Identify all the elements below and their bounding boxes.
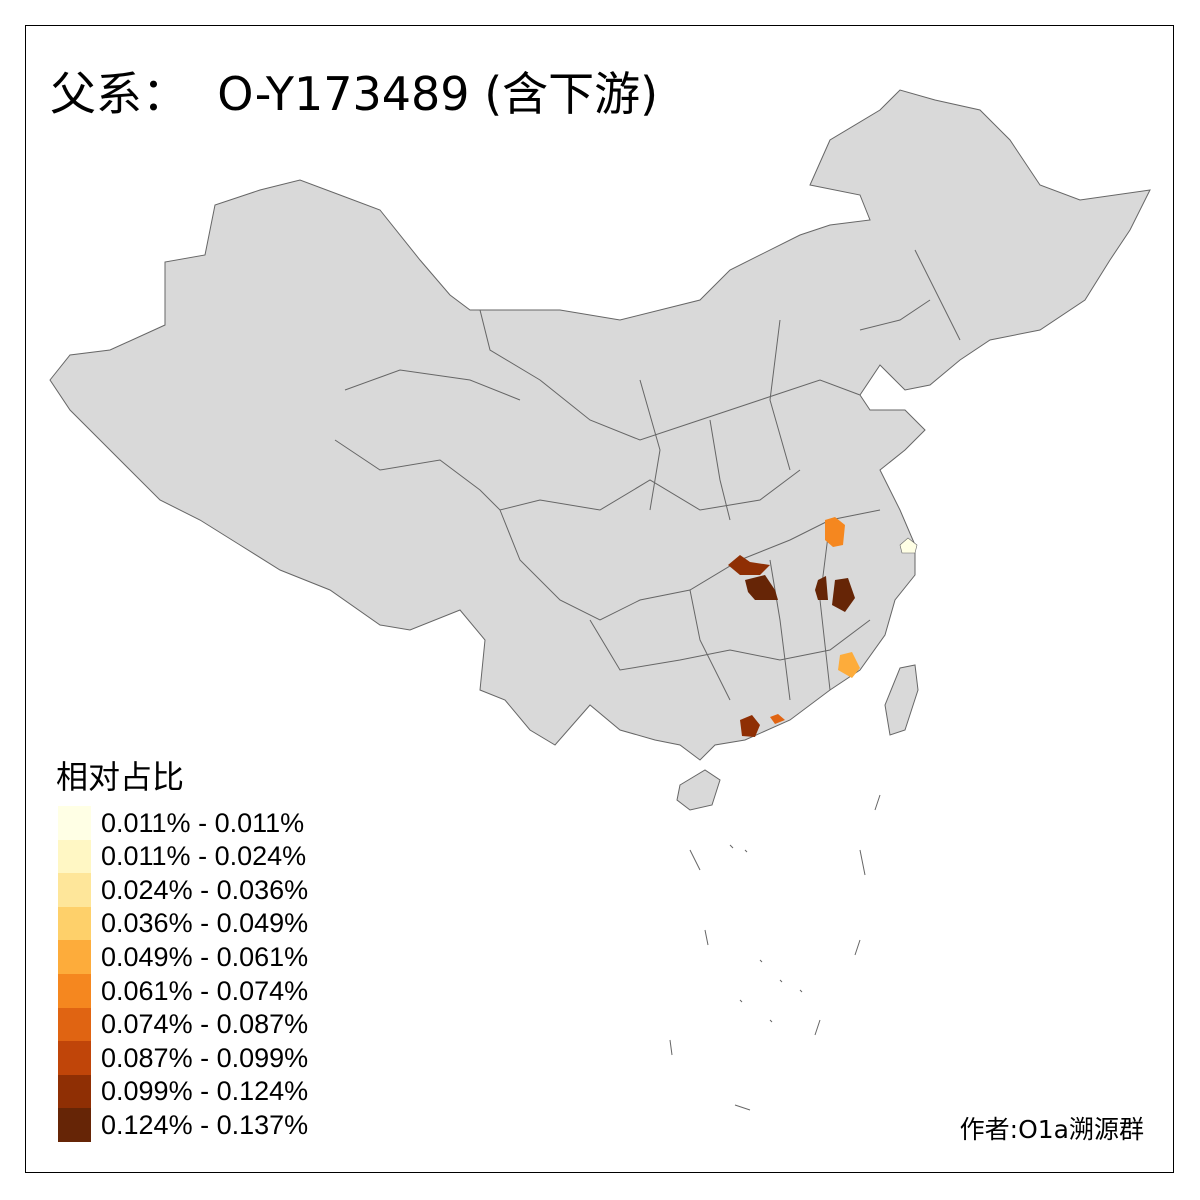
region-jiangxi-north-b [832,578,855,612]
legend-swatch [58,974,91,1008]
legend-item: 0.061% - 0.074% [58,974,308,1008]
highlighted-regions [728,517,918,737]
legend-item: 0.011% - 0.024% [58,839,307,874]
legend-item: 0.049% - 0.061% [58,940,309,975]
legend-item: 0.074% - 0.087% [58,1007,309,1042]
hainan-island [676,769,721,811]
map-title: 父系： O-Y173489 (含下游) [50,67,659,121]
legend-swatch [58,1041,91,1076]
region-guangdong-prd [770,714,785,724]
region-jiangxi-north-a [815,576,828,600]
region-shanghai [899,537,918,554]
province-borders [334,249,961,701]
legend-swatch [58,839,91,874]
legend-swatch [58,1108,91,1143]
legend-label: 0.074% - 0.087% [101,1009,309,1040]
legend-label: 0.049% - 0.061% [101,941,309,972]
legend-label: 0.099% - 0.124% [101,1076,309,1107]
region-anhui [825,517,845,547]
region-guangdong-west [740,715,760,737]
legend-swatch [58,940,91,975]
taiwan-island [884,664,919,736]
legend-swatch [58,1074,91,1109]
legend-swatch [58,1007,91,1042]
author-credit: 作者:O1a溯源群 [959,1115,1144,1144]
legend-label: 0.124% - 0.137% [101,1109,309,1140]
legend-label: 0.011% - 0.011% [101,807,305,838]
legend-item: 0.024% - 0.036% [58,873,309,908]
legend-label: 0.061% - 0.074% [101,975,309,1006]
legend-swatch [58,873,91,908]
legend-item: 0.099% - 0.124% [58,1074,309,1109]
legend-label: 0.024% - 0.036% [101,874,309,905]
figure-frame [25,25,1174,1173]
region-fujian-south [838,652,860,678]
region-hunan-north [745,575,778,600]
legend-item: 0.036% - 0.049% [58,906,309,941]
legend-label: 0.036% - 0.049% [101,908,309,939]
legend-swatch [58,806,91,840]
legend-item: 0.087% - 0.099% [58,1041,309,1076]
legend-label: 0.087% - 0.099% [101,1042,309,1073]
south-china-sea-islands [669,794,881,1111]
legend-swatch [58,906,91,941]
legend-item: 0.011% - 0.011% [58,806,304,840]
china-mainland [49,89,1151,761]
region-hubei-west [728,555,770,575]
legend-label: 0.011% - 0.024% [101,841,307,872]
legend-item: 0.124% - 0.137% [58,1108,309,1143]
legend-title: 相对占比 [56,758,185,796]
